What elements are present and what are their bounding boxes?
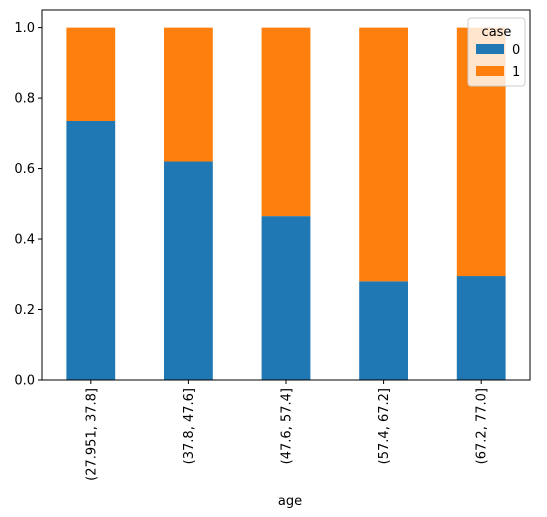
x-axis-label: age	[278, 494, 302, 509]
bar-series-0-3	[359, 281, 408, 380]
x-tick-label: (67.2, 77.0]	[475, 388, 490, 464]
y-axis-ticks: 0.0 0.2 0.4 0.6 0.8 1.0	[14, 21, 42, 389]
bar-series-0-1	[164, 161, 213, 380]
y-tick-label: 0.4	[14, 233, 35, 248]
legend-swatch-0	[476, 44, 504, 54]
bar-series-1-0	[66, 27, 116, 121]
y-tick-label: 1.0	[14, 21, 35, 36]
y-tick-label: 0.2	[14, 303, 35, 318]
y-tick-label: 0.0	[14, 374, 35, 389]
x-tick-label: (27.951, 37.8]	[84, 388, 99, 481]
y-tick-label: 0.8	[14, 92, 35, 107]
x-tick-label: (57.4, 67.2]	[377, 388, 392, 464]
bar-series-0-0	[66, 121, 116, 380]
legend-label-0: 0	[512, 43, 520, 58]
legend-title: case	[482, 25, 512, 40]
x-tick-label: (37.8, 47.6]	[182, 388, 197, 464]
bar-series-1-3	[359, 27, 408, 282]
bars-layer	[66, 27, 506, 380]
bar-series-1-1	[164, 27, 213, 162]
y-tick-label: 0.6	[14, 162, 35, 177]
bar-series-0-2	[261, 216, 311, 380]
x-tick-label: (47.6, 57.4]	[280, 388, 295, 464]
x-axis-ticks: (27.951, 37.8] (37.8, 47.6] (47.6, 57.4] (5…	[84, 380, 490, 481]
bar-series-1-2	[261, 27, 311, 217]
bar-series-0-4	[456, 276, 506, 380]
legend-label-1: 1	[512, 65, 520, 80]
legend-swatch-1	[476, 66, 504, 76]
